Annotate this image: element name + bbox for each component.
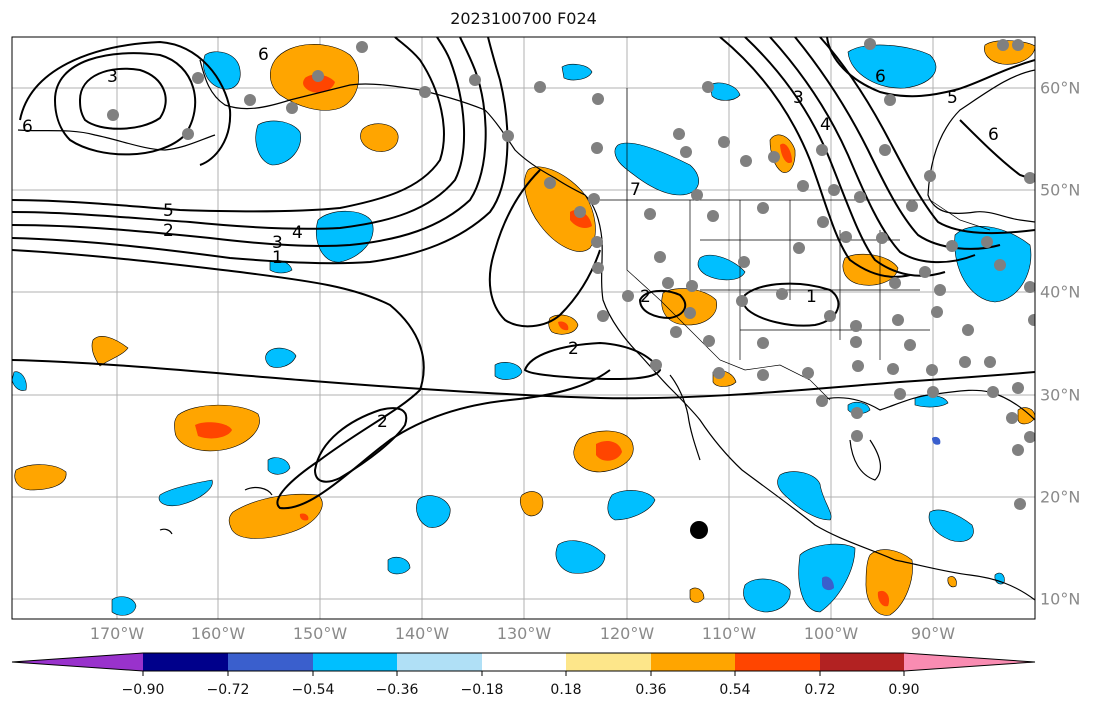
negative-anomaly-areas bbox=[12, 44, 1032, 616]
colorbar-segment bbox=[735, 653, 820, 671]
contour-label: 4 bbox=[292, 223, 303, 243]
contour-label: 7 bbox=[630, 180, 641, 200]
political-borders bbox=[600, 88, 991, 401]
lon-label: 110°W bbox=[701, 624, 757, 643]
colorbar-tick-label: −0.90 bbox=[121, 682, 165, 698]
contour-label: 3 bbox=[793, 88, 804, 108]
colorbar-tick-label: −0.36 bbox=[375, 682, 419, 698]
lon-label: 160°W bbox=[190, 624, 246, 643]
lat-label: 40°N bbox=[1040, 282, 1081, 302]
colorbar-segment bbox=[820, 653, 904, 671]
contour-label: 5 bbox=[947, 88, 958, 108]
lon-label: 170°W bbox=[89, 624, 145, 643]
contour-label: 1 bbox=[272, 248, 283, 268]
colorbar-tick-label: 0.36 bbox=[635, 682, 667, 698]
colorbar-tick-label: −0.18 bbox=[460, 682, 504, 698]
contour-label: 6 bbox=[258, 45, 269, 65]
point-marker bbox=[690, 521, 708, 539]
colorbar-segment bbox=[566, 653, 651, 671]
colorbar-segment bbox=[482, 653, 566, 671]
lon-label: 130°W bbox=[496, 624, 552, 643]
colorbar-segment bbox=[228, 653, 313, 671]
colorbar-tick-label: −0.72 bbox=[206, 682, 250, 698]
contour-label: 2 bbox=[640, 287, 651, 307]
contour-label: 1 bbox=[806, 287, 817, 307]
contour-label: 6 bbox=[988, 125, 999, 145]
colorbar-segment bbox=[313, 653, 397, 671]
lon-label: 90°W bbox=[910, 624, 956, 643]
positive-anomaly-areas bbox=[14, 40, 1035, 616]
colorbar-tick-label: 0.90 bbox=[888, 682, 920, 698]
contour-label: 3 bbox=[107, 67, 118, 87]
contour-label: 5 bbox=[163, 201, 174, 221]
lon-label: 150°W bbox=[292, 624, 348, 643]
colorbar-min-extension bbox=[12, 653, 143, 671]
lat-label: 60°N bbox=[1040, 78, 1081, 98]
map-title: 2023100700 F024 bbox=[450, 9, 597, 28]
strong-negative-cores bbox=[822, 436, 941, 591]
station-markers bbox=[107, 38, 1035, 510]
lon-label: 120°W bbox=[599, 624, 655, 643]
colorbar-max-extension bbox=[904, 653, 1035, 671]
contour-label: 4 bbox=[820, 115, 831, 135]
contour-label: 2 bbox=[377, 412, 388, 432]
contour-label: 6 bbox=[875, 67, 886, 87]
colorbar-tick-label: 0.72 bbox=[804, 682, 836, 698]
contour-label: 2 bbox=[163, 221, 174, 241]
contour-label: 3 bbox=[272, 233, 283, 253]
contour-label-group: 3 6 5 2 3 4 1 2 2 7 6 5 6 3 4 1 2 6 bbox=[22, 45, 999, 432]
lon-label: 100°W bbox=[803, 624, 859, 643]
colorbar-tick-label: −0.54 bbox=[291, 682, 335, 698]
strong-positive-cores bbox=[195, 74, 890, 607]
colorbar-segment bbox=[143, 653, 228, 671]
lat-label: 10°N bbox=[1040, 589, 1081, 609]
colorbar bbox=[11, 652, 1036, 676]
contour-label: 2 bbox=[568, 339, 579, 359]
lon-label: 140°W bbox=[394, 624, 450, 643]
colorbar-segment bbox=[651, 653, 735, 671]
contour-label: 6 bbox=[22, 117, 33, 137]
colorbar-tick-label: 0.54 bbox=[719, 682, 751, 698]
lat-label: 20°N bbox=[1040, 487, 1081, 507]
contours bbox=[12, 37, 1035, 510]
lat-label: 30°N bbox=[1040, 385, 1081, 405]
lat-label: 50°N bbox=[1040, 180, 1081, 200]
colorbar-tick-label: 0.18 bbox=[550, 682, 582, 698]
colorbar-segment bbox=[397, 653, 482, 671]
